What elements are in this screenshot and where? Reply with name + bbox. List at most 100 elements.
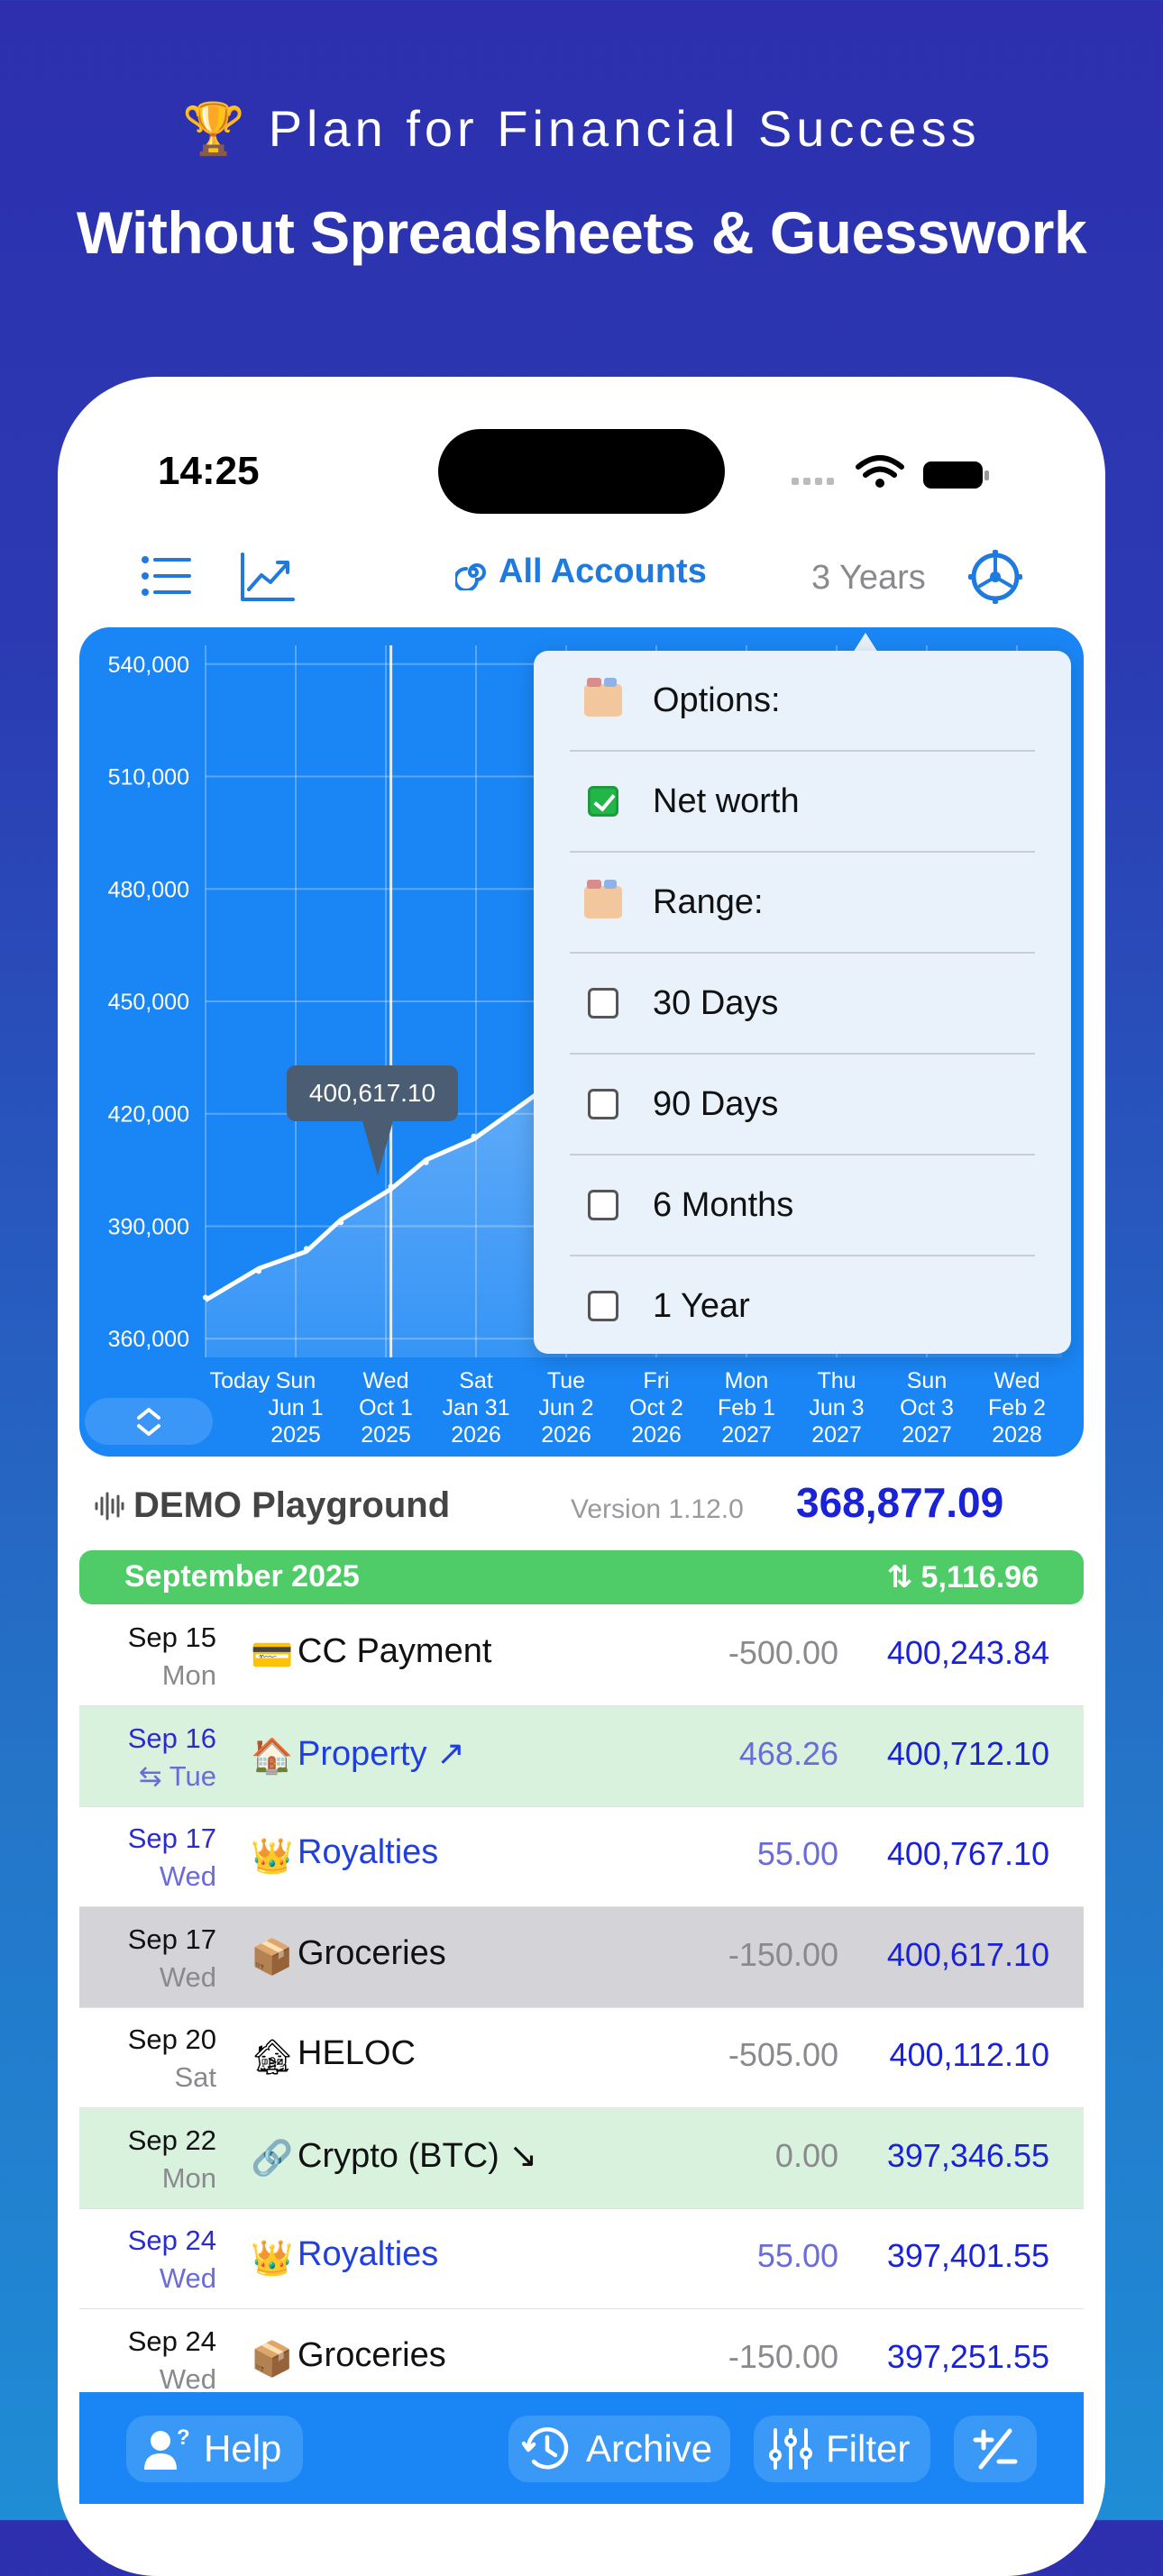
accounts-selector[interactable]: All Accounts (455, 553, 707, 591)
menu-item-1-year[interactable]: 1 Year (570, 1256, 1035, 1356)
menu-item-label: Net worth (653, 781, 800, 820)
transaction-row[interactable]: Sep 16 ⇆ Tue 🏠 Property ↗ 468.26 400,712.10 (79, 1705, 1084, 1807)
x-tick-label: Jun 2 (538, 1395, 593, 1420)
menu-item-6-months[interactable]: 6 Months (570, 1156, 1035, 1256)
transaction-category-icon: 👑 (251, 2240, 294, 2278)
transaction-category-icon: 💳 (251, 1637, 294, 1675)
transaction-amount: -150.00 (728, 2337, 838, 2375)
x-tick-label: Jun 1 (268, 1395, 323, 1420)
transaction-row[interactable]: Sep 24 Wed 👑 Royalties 55.00 397,401.55 (79, 2208, 1084, 2309)
menu-item-label: 6 Months (653, 1185, 794, 1224)
checkbox-icon (588, 1190, 618, 1220)
x-tick-label: 2027 (811, 1422, 862, 1448)
status-icons (792, 455, 989, 489)
menu-item-net-worth[interactable]: Net worth (570, 752, 1035, 853)
add-transaction-button[interactable] (954, 2416, 1037, 2482)
menu-item-90-days[interactable]: 90 Days (570, 1055, 1035, 1156)
transaction-amount: -500.00 (728, 1634, 838, 1671)
signal-icon (792, 478, 834, 485)
menu-range-label: Range: (653, 882, 764, 921)
archive-button[interactable]: Archive (508, 2416, 730, 2482)
x-tick-label: 2027 (902, 1422, 952, 1448)
transaction-amount: 0.00 (774, 2136, 838, 2174)
transaction-name: HELOC (298, 2034, 416, 2072)
transaction-balance: 400,112.10 (889, 2036, 1049, 2073)
x-tick-label: Oct 3 (900, 1395, 954, 1420)
data-point (338, 1219, 344, 1226)
transaction-weekday: Sat (174, 2061, 216, 2093)
gear-icon[interactable] (968, 550, 1022, 604)
y-tick-label: 420,000 (108, 1102, 189, 1128)
transaction-balance: 397,401.55 (886, 2237, 1049, 2274)
promo-title: Without Spreadsheets & Guesswork (76, 199, 1087, 266)
range-button[interactable]: 3 Years (811, 559, 926, 597)
transaction-date: Sep 17 (127, 1923, 216, 1955)
chart-tooltip-pointer (362, 1121, 393, 1175)
transaction-row[interactable]: Sep 17 Wed 👑 Royalties 55.00 400,767.10 (79, 1806, 1084, 1907)
transaction-date: Sep 15 (127, 1621, 216, 1653)
waveform-icon (95, 1492, 124, 1520)
x-tick-label: Thu (817, 1368, 856, 1393)
transaction-row[interactable]: Sep 20 Sat 🏚 HELOC -505.00 400,112.10 (79, 2007, 1084, 2108)
transaction-weekday: Mon (161, 1659, 216, 1691)
transaction-amount: 55.00 (756, 2237, 838, 2274)
folder-icon (584, 880, 622, 918)
transaction-balance: 397,251.55 (886, 2337, 1049, 2375)
transaction-category-icon: 🏚 (251, 2039, 295, 2077)
transaction-row[interactable]: Sep 17 Wed 📦 Groceries -150.00 400,617.10 (79, 1906, 1084, 2008)
transaction-amount: 55.00 (756, 1835, 838, 1872)
transaction-category-icon: 🏠 (251, 1737, 294, 1776)
data-point (303, 1246, 309, 1252)
y-tick-label: 390,000 (108, 1214, 189, 1239)
help-button[interactable]: ? Help (126, 2416, 303, 2482)
transaction-weekday: Wed (159, 1860, 216, 1892)
menu-range-header: Range: (570, 853, 1035, 954)
transaction-category-icon: 📦 (251, 2340, 294, 2379)
transaction-amount: 468.26 (738, 1734, 838, 1772)
month-header[interactable]: September 2025 ⇅ 5,116.96 (79, 1550, 1084, 1604)
sliders-icon (769, 2428, 812, 2470)
menu-item-30-days[interactable]: 30 Days (570, 954, 1035, 1055)
transaction-date: Sep 20 (127, 2023, 216, 2055)
transaction-row[interactable]: Sep 15 Mon 💳 CC Payment -500.00 400,243.84 (79, 1605, 1084, 1706)
data-point (203, 1294, 208, 1301)
transaction-weekday: Mon (161, 2161, 216, 2194)
transaction-name: Property ↗ (298, 1734, 466, 1773)
battery-icon (923, 461, 989, 489)
x-tick-label: Feb 2 (988, 1395, 1046, 1420)
transaction-name: Royalties (298, 1833, 439, 1871)
folder-icon (584, 678, 622, 717)
x-tick-label: 2025 (270, 1422, 321, 1448)
transaction-amount: -150.00 (728, 1935, 838, 1973)
playground-name[interactable]: DEMO Playground (94, 1485, 450, 1526)
filter-label: Filter (826, 2427, 911, 2470)
transaction-balance: 400,712.10 (886, 1734, 1049, 1772)
transaction-date: Sep 16 (127, 1722, 216, 1754)
menu-options-header: Options: (570, 651, 1035, 752)
chart-trend-icon[interactable] (240, 552, 296, 602)
svg-text:?: ? (177, 2426, 190, 2450)
total-balance: 368,877.09 (796, 1479, 1004, 1526)
x-tick-label: Oct 2 (629, 1395, 683, 1420)
transaction-row[interactable]: Sep 22 Mon 🔗 Crypto (BTC) ↘ 0.00 397,346.55 (79, 2107, 1084, 2209)
version-label: Version 1.12.0 (571, 1494, 744, 1524)
dynamic-island (438, 429, 725, 514)
transaction-category-icon: 👑 (251, 1838, 294, 1876)
transaction-balance: 400,243.84 (886, 1634, 1049, 1671)
list-icon[interactable] (141, 555, 191, 597)
accounts-label: All Accounts (499, 553, 707, 590)
transaction-amount: -505.00 (728, 2036, 838, 2073)
transaction-weekday: ⇆ Tue (138, 1759, 216, 1792)
x-tick-label: Feb 1 (718, 1395, 775, 1420)
options-menu: Options: Net worth Range: 30 Days 90 Day… (534, 651, 1071, 1354)
archive-clock-icon (521, 2427, 569, 2470)
transaction-date: Sep 17 (127, 1822, 216, 1854)
month-label: September 2025 (124, 1559, 360, 1594)
checkbox-checked-icon (588, 786, 618, 817)
x-tick-label: Sun (907, 1368, 947, 1393)
promo-subtitle: 🏆 Plan for Financial Success (182, 100, 981, 157)
transaction-date: Sep 24 (127, 2224, 216, 2256)
playground-label: DEMO Playground (133, 1485, 451, 1525)
collapse-chart-button[interactable] (85, 1398, 213, 1445)
filter-button[interactable]: Filter (754, 2416, 930, 2482)
